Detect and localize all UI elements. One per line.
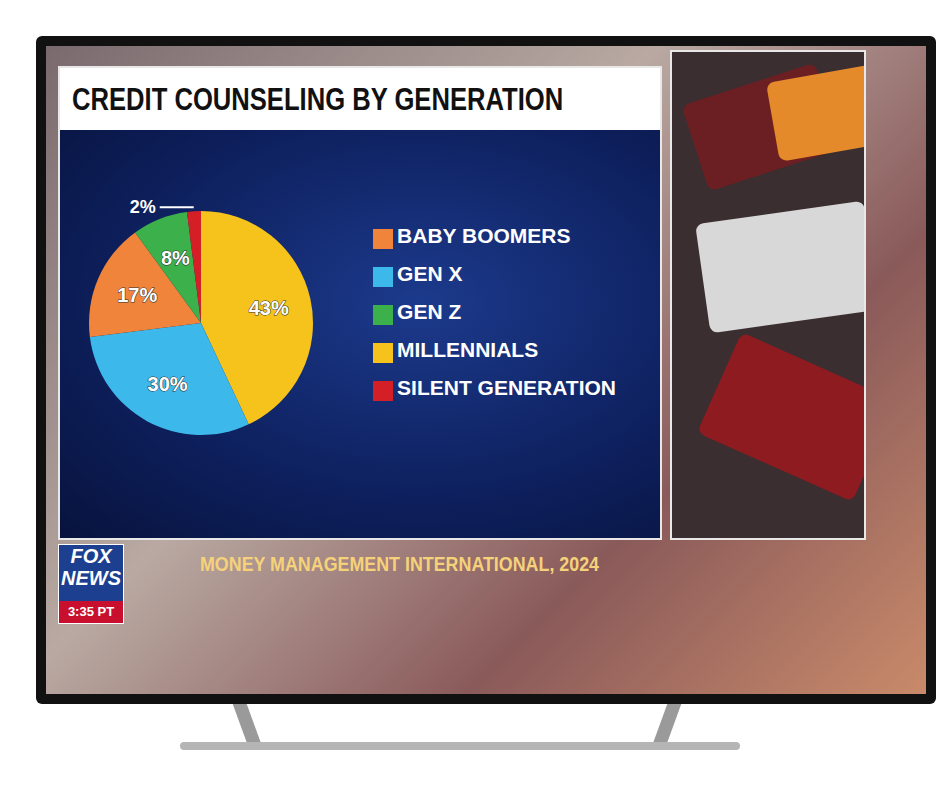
html-text:GEN X: GEN X	[397, 262, 463, 285]
html-text:SILENT GENERATION: SILENT GENERATION	[397, 376, 616, 399]
html-text:GEN Z: GEN Z	[397, 300, 462, 323]
html-text:MONEY MANAGEMENT INTERNATIONAL: MONEY MANAGEMENT INTERNATIONAL, 2024	[200, 552, 599, 575]
svg-text:17%: 17%	[117, 284, 157, 306]
html-text:NEWS: NEWS	[61, 567, 121, 589]
html-text:BABY BOOMERS: BABY BOOMERS	[397, 224, 571, 247]
html-text:MILLENNIALS: MILLENNIALS	[397, 338, 539, 361]
svg-text:30%: 30%	[148, 373, 188, 395]
svg-text:2%: 2%	[130, 197, 156, 217]
html-text:CREDIT COUNSELING BY GENERATIO: CREDIT COUNSELING BY GENERATION	[72, 81, 564, 117]
svg-text:43%: 43%	[249, 297, 289, 319]
html-text:3:35 PT: 3:35 PT	[67, 604, 115, 619]
html-text:FOX: FOX	[70, 545, 112, 567]
svg-text:8%: 8%	[161, 247, 190, 269]
